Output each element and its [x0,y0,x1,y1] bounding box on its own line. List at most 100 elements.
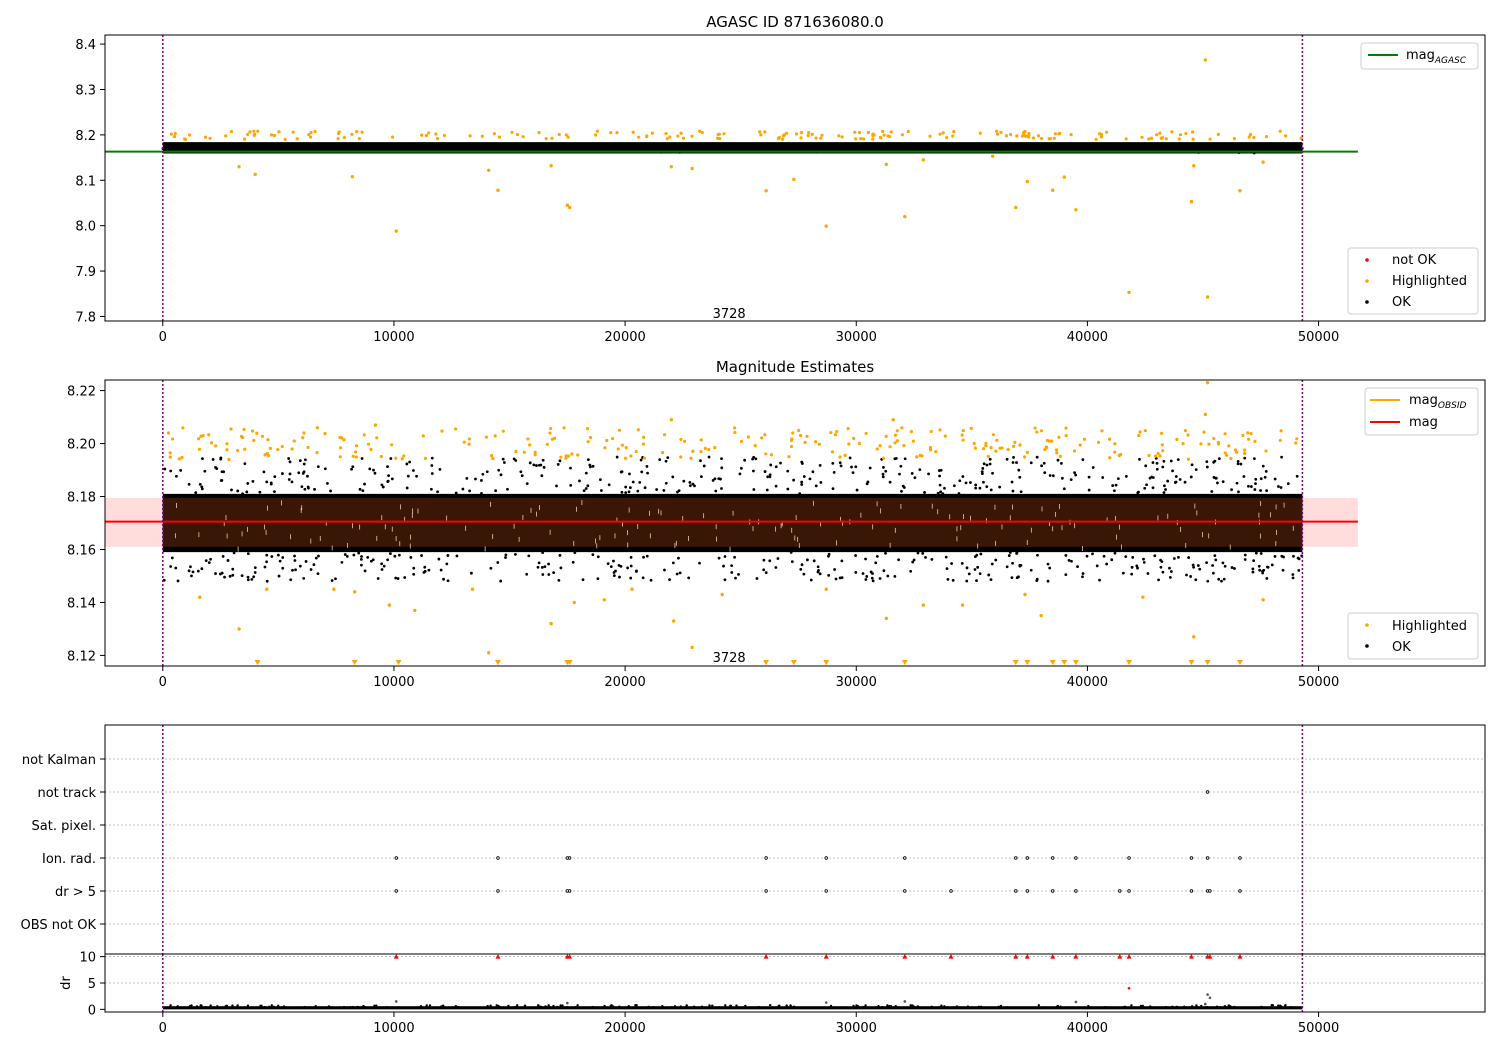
highlighted-point [355,129,359,134]
highlighted-point [1078,443,1082,447]
ok-point [1192,565,1196,569]
ok-point [1172,557,1176,560]
highlighted-point [309,130,313,135]
ok-point [713,477,717,481]
ok-point [370,146,374,150]
ok-point [430,456,434,460]
ok-point [360,555,363,558]
highlighted-point [594,133,598,137]
flag-point [1014,889,1018,893]
chart-title: Magnitude Estimates [716,358,874,376]
ok-point [691,482,695,486]
ok-point [1262,568,1266,572]
ok-point [297,471,301,475]
ok-point [976,565,980,569]
ok-point [269,482,273,486]
below-range-marker [566,660,573,665]
ok-point [176,579,180,583]
ok-point [1013,145,1017,149]
ok-point [1087,488,1091,492]
ok-point [643,486,647,490]
ok-point [833,568,836,571]
highlighted-point [951,134,955,138]
highlighted-point [616,447,620,451]
ok-point [764,571,768,574]
ok-point [454,491,458,495]
dr-point [536,1004,540,1007]
highlighted-point [1011,444,1016,448]
dr-point [199,1004,202,1007]
ok-point [1067,559,1071,562]
dr-point [247,1006,251,1009]
ok-point [1111,484,1115,487]
data-points [105,380,1358,666]
dr-point [1171,1005,1174,1009]
highlighted-point [470,587,475,591]
ok-point [1144,464,1148,468]
ok-point [817,569,820,572]
highlighted-point [522,450,526,454]
highlighted-point [1183,429,1188,433]
ok-point [409,556,413,559]
ok-point [420,554,423,557]
ok-point [189,565,192,569]
highlighted-point [526,437,530,441]
axes: 0 10000 20000 30000 40000 500008.128.148.168.… [67,385,1339,690]
dr-point [1104,1005,1107,1009]
ok-point [1018,563,1022,567]
ok-point [304,560,308,563]
dr-point [844,1006,847,1009]
ok-point [585,147,589,151]
dr-point [735,1006,739,1009]
ok-point [643,146,647,150]
ok-point [1173,481,1177,484]
highlighted-point [1045,438,1049,443]
highlighted-point [810,132,814,136]
dr-point [612,1005,615,1008]
ok-point [1064,573,1068,576]
ok-point [642,555,645,559]
ok-point [525,572,529,576]
highlighted-point [1072,449,1077,453]
dr-point [652,1006,656,1009]
ok-point [314,556,318,560]
ok-point [997,147,1001,151]
highlighted-point [1048,137,1052,141]
highlighted-point [241,435,245,440]
y-tick-label: 5 [88,977,96,992]
ok-point [973,568,977,571]
ok-point [330,146,333,150]
highlighted-point [1024,134,1028,138]
ok-point [1085,554,1089,558]
highlighted-point [739,439,744,443]
highlighted-point [252,438,256,443]
ok-point [881,472,885,476]
highlighted-point [884,162,889,167]
ok-point [343,553,347,556]
ok-point [967,572,971,576]
ok-point [1203,148,1207,152]
highlighted-point [514,449,518,454]
ok-point [808,145,811,149]
highlighted-point [952,130,956,134]
ok-point [1054,148,1058,152]
highlighted-point [995,132,1000,136]
ok-point [990,562,994,566]
ok-point [1169,570,1173,573]
ok-point [386,558,390,562]
ok-point [392,147,396,151]
highlighted-point [338,455,342,459]
dr-point [515,1004,519,1007]
ok-point [187,482,191,486]
highlighted-point [1278,438,1282,443]
dr-point [259,1006,263,1009]
ok-point [461,487,465,491]
highlighted-point [1177,137,1181,141]
ok-point [1151,461,1155,464]
legend-label: Highlighted [1392,619,1467,634]
dr-capped-marker [567,954,573,959]
highlighted-point [1137,433,1141,438]
ok-point [313,487,316,491]
highlighted-point [994,129,999,133]
